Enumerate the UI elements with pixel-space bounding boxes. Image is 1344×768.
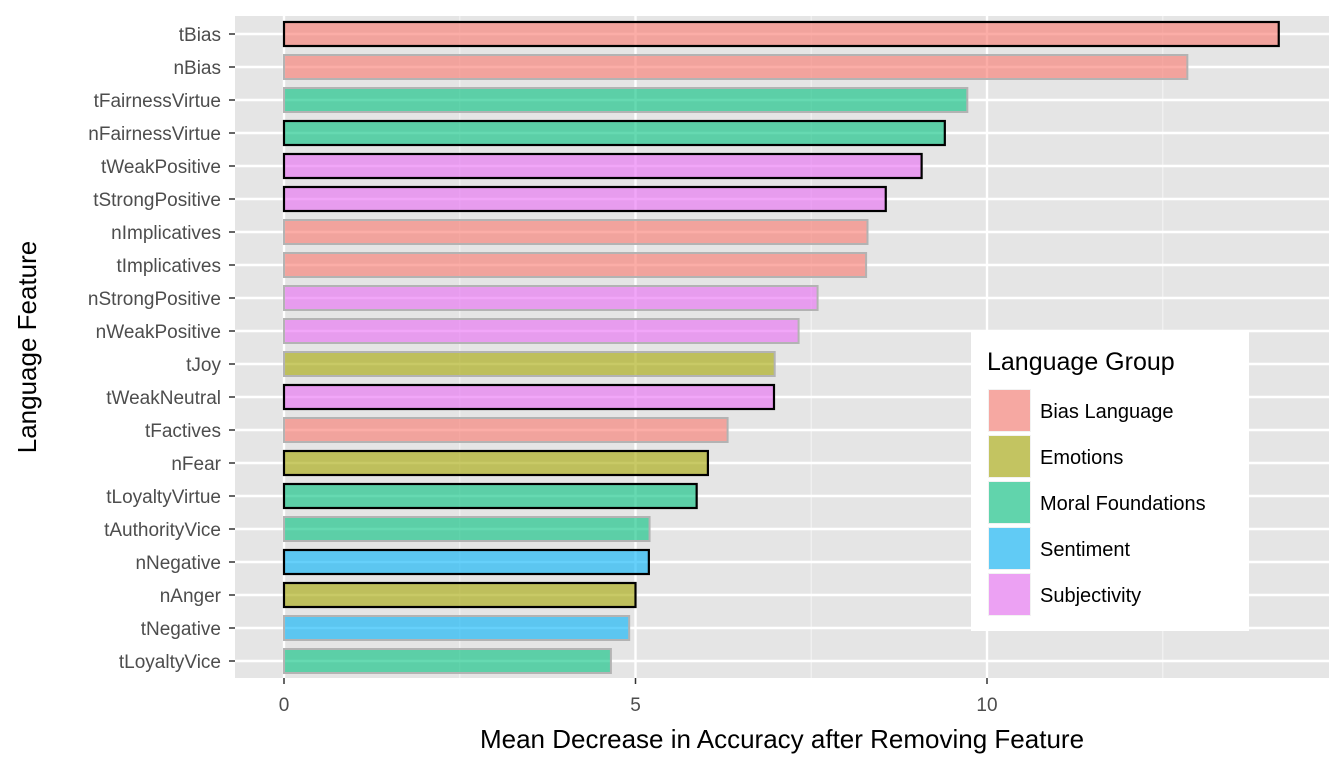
y-tick-label: tImplicatives <box>116 256 221 277</box>
bar-nBias <box>283 54 1189 80</box>
y-tick-label: nWeakPositive <box>96 322 221 343</box>
x-axis-ticks: 0 5 10 <box>279 678 998 716</box>
x-tick-label: 5 <box>630 695 641 716</box>
y-tick-label: tLoyaltyVirtue <box>106 487 221 508</box>
y-tick-label: nFear <box>171 454 221 475</box>
legend-swatch <box>989 528 1030 569</box>
y-tick-label: nFairnessVirtue <box>88 124 221 145</box>
y-tick-label: tWeakPositive <box>101 157 221 178</box>
y-tick-label: tFactives <box>145 421 221 442</box>
legend-swatch <box>989 482 1030 523</box>
legend-label: Sentiment <box>1040 539 1130 561</box>
y-tick-label: tFairnessVirtue <box>94 91 221 112</box>
x-axis-title: Mean Decrease in Accuracy after Removing… <box>480 724 1084 754</box>
bars <box>282 20 1280 674</box>
bar-tWeakPositive <box>282 152 923 180</box>
y-tick-label: nAnger <box>160 586 222 607</box>
bar-tImplicatives <box>283 252 868 278</box>
y-tick-label: nStrongPositive <box>88 289 221 310</box>
y-tick-label: nBias <box>173 58 221 79</box>
legend-swatch <box>989 574 1030 615</box>
bar-tNegative <box>283 615 631 641</box>
bar-tJoy <box>283 351 776 377</box>
y-axis-ticks: tBias nBias tFairnessVirtue nFairnessVirtue… <box>88 25 235 673</box>
x-tick-label: 10 <box>976 695 997 716</box>
y-tick-label: nNegative <box>135 553 221 574</box>
y-tick-label: tLoyaltyVice <box>119 652 221 673</box>
x-tick-label: 0 <box>279 695 290 716</box>
y-tick-label: nImplicatives <box>111 223 221 244</box>
bar-tLoyaltyVice <box>283 648 612 674</box>
bar-tFactives <box>283 417 729 443</box>
y-axis-title: Language Feature <box>12 241 42 454</box>
legend-label: Moral Foundations <box>1040 493 1206 515</box>
bar-tWeakNeutral <box>282 383 776 411</box>
y-tick-label: tWeakNeutral <box>106 388 221 409</box>
bar-tAuthorityVice <box>283 516 651 542</box>
bar-nImplicatives <box>283 219 869 245</box>
legend-swatch <box>989 390 1030 431</box>
legend-title: Language Group <box>987 348 1175 376</box>
legend-label: Subjectivity <box>1040 585 1141 607</box>
bar-nStrongPositive <box>283 285 819 311</box>
bar-nFairnessVirtue <box>282 119 946 147</box>
bar-tFairnessVirtue <box>283 87 969 113</box>
y-tick-label: tAuthorityVice <box>104 520 221 541</box>
y-tick-label: tJoy <box>186 355 221 376</box>
legend-swatch <box>989 436 1030 477</box>
bar-tBias <box>282 20 1280 48</box>
legend-label: Emotions <box>1040 447 1123 469</box>
y-tick-label: tBias <box>179 25 221 46</box>
bar-nAnger <box>282 581 637 609</box>
bar-tStrongPositive <box>282 185 887 213</box>
legend: Language Group Bias Language Emotions Mora… <box>971 331 1249 631</box>
legend-label: Bias Language <box>1040 401 1173 423</box>
y-tick-label: tStrongPositive <box>93 190 221 211</box>
bar-tLoyaltyVirtue <box>282 482 698 510</box>
y-tick-label: tNegative <box>141 619 221 640</box>
bar-nWeakPositive <box>283 318 800 344</box>
bar-nFear <box>282 449 710 477</box>
bar-nNegative <box>282 548 650 576</box>
